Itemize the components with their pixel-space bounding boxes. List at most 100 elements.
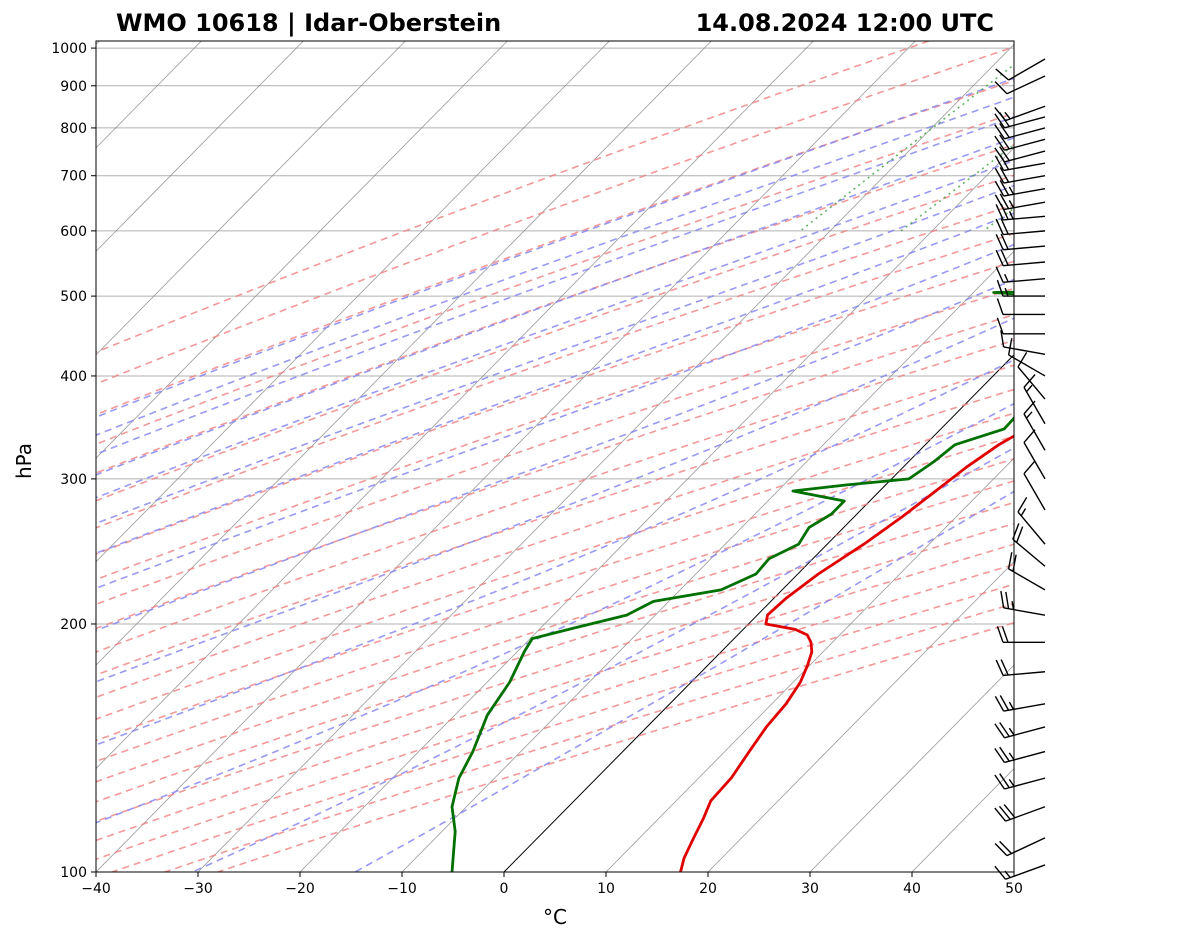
wind-barb-staff xyxy=(1023,473,1046,511)
y-tick-label: 700 xyxy=(60,169,87,185)
wind-barb xyxy=(994,695,1046,712)
wind-barb-feather xyxy=(1000,330,1005,348)
x-tick-label: −20 xyxy=(285,881,315,897)
wind-barb-staff xyxy=(1006,837,1046,857)
wind-barb-feather xyxy=(999,154,1010,170)
wind-barb-feather xyxy=(999,722,1010,737)
wind-barb-feather xyxy=(994,774,1006,790)
moist-adiabat--15 xyxy=(96,96,1014,436)
wind-barb-feather xyxy=(994,695,1005,712)
wind-barb-staff xyxy=(1017,511,1046,545)
wind-barb-feather xyxy=(1017,351,1028,368)
wind-barb xyxy=(996,317,1045,335)
wind-barb-feather xyxy=(1025,411,1033,419)
wind-barb xyxy=(1023,374,1046,425)
dry-adiabat--30 xyxy=(96,46,1014,385)
wind-barb xyxy=(1007,552,1046,591)
y-tick-label: 600 xyxy=(60,224,87,240)
x-tick-label: −10 xyxy=(387,881,417,897)
moist-adiabat-45 xyxy=(354,490,1014,872)
wind-barb-feather xyxy=(1017,497,1028,513)
y-tick-label: 400 xyxy=(60,369,87,385)
wind-barb-feather xyxy=(994,167,1005,184)
moist-adiabat-10 xyxy=(96,212,1014,555)
wind-barb xyxy=(995,218,1046,236)
wind-barb-feather xyxy=(995,266,1004,283)
x-tick-label: −40 xyxy=(81,881,111,897)
wind-barb-feather xyxy=(994,113,1006,129)
isotherm--80 xyxy=(96,41,508,459)
wind-barb-feather xyxy=(1008,727,1015,736)
dry-adiabat-110 xyxy=(96,435,1014,742)
dry-adiabat-140 xyxy=(96,501,1014,803)
wind-barb xyxy=(996,279,1045,297)
wind-barb-staff xyxy=(1003,245,1046,251)
wind-barb xyxy=(1023,429,1046,480)
wind-barb-feather xyxy=(995,249,1004,266)
wind-barb xyxy=(1007,338,1046,377)
wind-barb-feather xyxy=(1023,374,1036,388)
wind-barb-staff xyxy=(1005,806,1046,822)
wind-barb-feather xyxy=(999,746,1010,762)
wind-barb-feather xyxy=(999,180,1010,196)
chart-title-station: WMO 10618 | Idar-Oberstein xyxy=(116,9,501,37)
wind-barb-feather xyxy=(1000,233,1009,250)
wind-barb-feather xyxy=(995,234,1004,251)
x-tick-label: 20 xyxy=(699,881,717,897)
wind-barb xyxy=(994,75,1046,95)
moist-adiabat--20 xyxy=(96,77,1014,418)
wind-barb xyxy=(994,773,1046,790)
wind-barb-feather xyxy=(1003,804,1016,819)
moist-adiabat--5 xyxy=(96,137,1014,476)
wind-barb-feather xyxy=(1000,249,1009,266)
y-axis-ticks: 100 200 300 400 500 600 700 800 900 1000 xyxy=(51,41,96,881)
y-axis-label: hPa xyxy=(12,443,36,479)
wind-barb xyxy=(995,233,1046,251)
wind-barb xyxy=(994,180,1046,197)
wind-barb-feather xyxy=(1007,552,1013,570)
wind-barb-staff xyxy=(1006,75,1046,95)
wind-barb xyxy=(994,864,1046,880)
wind-barb-staff xyxy=(1003,671,1046,677)
wind-barb xyxy=(996,626,1045,644)
x-tick-label: −30 xyxy=(183,881,213,897)
isotherm-10 xyxy=(605,457,1014,872)
wind-barb-feather xyxy=(1004,273,1009,283)
wind-barb xyxy=(1012,523,1046,567)
wind-barb xyxy=(994,123,1046,140)
wind-barb-feather xyxy=(1012,523,1020,540)
wind-barb-staff xyxy=(1003,188,1046,197)
isotherm--100 xyxy=(96,41,304,252)
wind-barb xyxy=(994,746,1046,764)
wind-barb xyxy=(994,112,1046,129)
wind-barb xyxy=(994,837,1046,857)
dry-adiabat--40 xyxy=(96,41,930,354)
wind-barb-feather xyxy=(996,279,1004,297)
dry-adiabat-70 xyxy=(96,339,1014,653)
y-tick-label: 900 xyxy=(60,79,87,95)
wind-barb xyxy=(1023,400,1046,451)
wind-barb-feather xyxy=(996,626,1004,643)
wind-barb-feather xyxy=(1012,554,1017,572)
mixing-ratio-line-5 xyxy=(1102,41,1181,231)
wind-barb-feather xyxy=(994,843,1008,857)
wind-barb-feather xyxy=(999,112,1010,127)
isotherm--60 xyxy=(96,41,712,666)
wind-barb-staff xyxy=(1004,777,1046,790)
moist-adiabat-40 xyxy=(192,446,1014,872)
y-tick-label: 800 xyxy=(60,121,87,137)
wind-barb-feather xyxy=(996,298,1004,315)
dry-adiabat-100 xyxy=(96,412,1014,720)
x-tick-label: 50 xyxy=(1005,881,1023,897)
isotherm--70 xyxy=(96,41,610,563)
wind-barb-feather xyxy=(994,124,1006,140)
wind-barb-feather xyxy=(994,807,1007,822)
dry-adiabat-150 xyxy=(96,522,1014,823)
y-tick-label: 1000 xyxy=(51,41,87,57)
dry-adiabats xyxy=(96,41,1014,872)
wind-barbs xyxy=(994,58,1046,880)
dry-adiabat-30 xyxy=(96,232,1014,555)
wind-barb-staff xyxy=(1023,387,1046,425)
moist-adiabat-5 xyxy=(96,184,1014,525)
wind-barb-staff xyxy=(1008,354,1046,377)
